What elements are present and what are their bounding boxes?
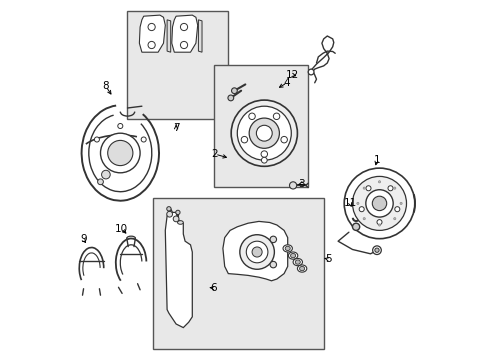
Circle shape [180,23,187,31]
Bar [152,198,323,349]
Ellipse shape [283,245,292,252]
Circle shape [363,217,365,220]
Circle shape [269,261,276,268]
Text: 2: 2 [211,149,218,159]
Circle shape [393,187,395,189]
Circle shape [378,224,380,226]
Text: 3: 3 [298,179,304,189]
Circle shape [166,207,171,211]
Circle shape [246,241,267,263]
Circle shape [307,69,313,75]
Circle shape [180,41,187,49]
Polygon shape [139,15,165,52]
Circle shape [94,137,99,142]
Polygon shape [167,20,170,52]
Ellipse shape [299,266,304,271]
Ellipse shape [295,260,300,264]
Circle shape [173,216,179,222]
Text: 6: 6 [209,283,216,293]
Ellipse shape [285,246,289,251]
Circle shape [352,176,406,230]
Ellipse shape [297,265,306,272]
Text: 10: 10 [115,224,128,234]
Circle shape [241,136,247,143]
Circle shape [249,118,279,148]
Circle shape [374,248,378,252]
Circle shape [371,196,386,211]
Circle shape [237,106,291,160]
Circle shape [239,235,274,269]
Circle shape [256,125,272,141]
Bar [127,11,228,119]
Circle shape [166,211,172,217]
Text: 11: 11 [343,198,356,208]
Circle shape [248,113,255,120]
Ellipse shape [288,252,297,259]
Circle shape [141,137,146,142]
Text: 8: 8 [102,81,109,91]
Circle shape [175,210,180,215]
Circle shape [101,133,140,173]
Circle shape [98,179,103,185]
Polygon shape [165,209,192,328]
Circle shape [394,207,399,212]
Ellipse shape [177,221,183,224]
Circle shape [352,223,359,230]
Polygon shape [223,221,287,281]
Circle shape [359,207,364,212]
Circle shape [378,181,380,183]
Circle shape [231,100,297,166]
Circle shape [251,247,262,257]
Circle shape [148,23,155,31]
Circle shape [365,190,392,217]
Text: 4: 4 [283,78,290,88]
Circle shape [261,157,266,163]
Circle shape [387,186,392,191]
Circle shape [148,41,155,49]
Circle shape [118,123,122,129]
Text: 9: 9 [80,234,86,244]
Circle shape [273,113,279,120]
Circle shape [393,217,395,220]
Text: 5: 5 [324,254,331,264]
Circle shape [356,202,358,204]
Text: 7: 7 [172,123,179,133]
Circle shape [102,170,110,179]
Text: 1: 1 [373,155,380,165]
Circle shape [372,246,381,255]
Circle shape [289,182,296,189]
Polygon shape [171,15,197,52]
Circle shape [344,168,414,239]
Text: 12: 12 [285,70,298,80]
Ellipse shape [290,253,295,258]
Circle shape [363,187,365,189]
Circle shape [280,136,287,143]
Circle shape [269,236,276,243]
Ellipse shape [292,258,302,266]
Circle shape [365,186,370,191]
Circle shape [107,140,133,166]
Circle shape [261,151,267,157]
Polygon shape [198,20,202,52]
Circle shape [399,202,401,204]
Bar [213,65,307,187]
Circle shape [376,220,381,225]
Circle shape [227,95,233,101]
Circle shape [231,88,237,94]
